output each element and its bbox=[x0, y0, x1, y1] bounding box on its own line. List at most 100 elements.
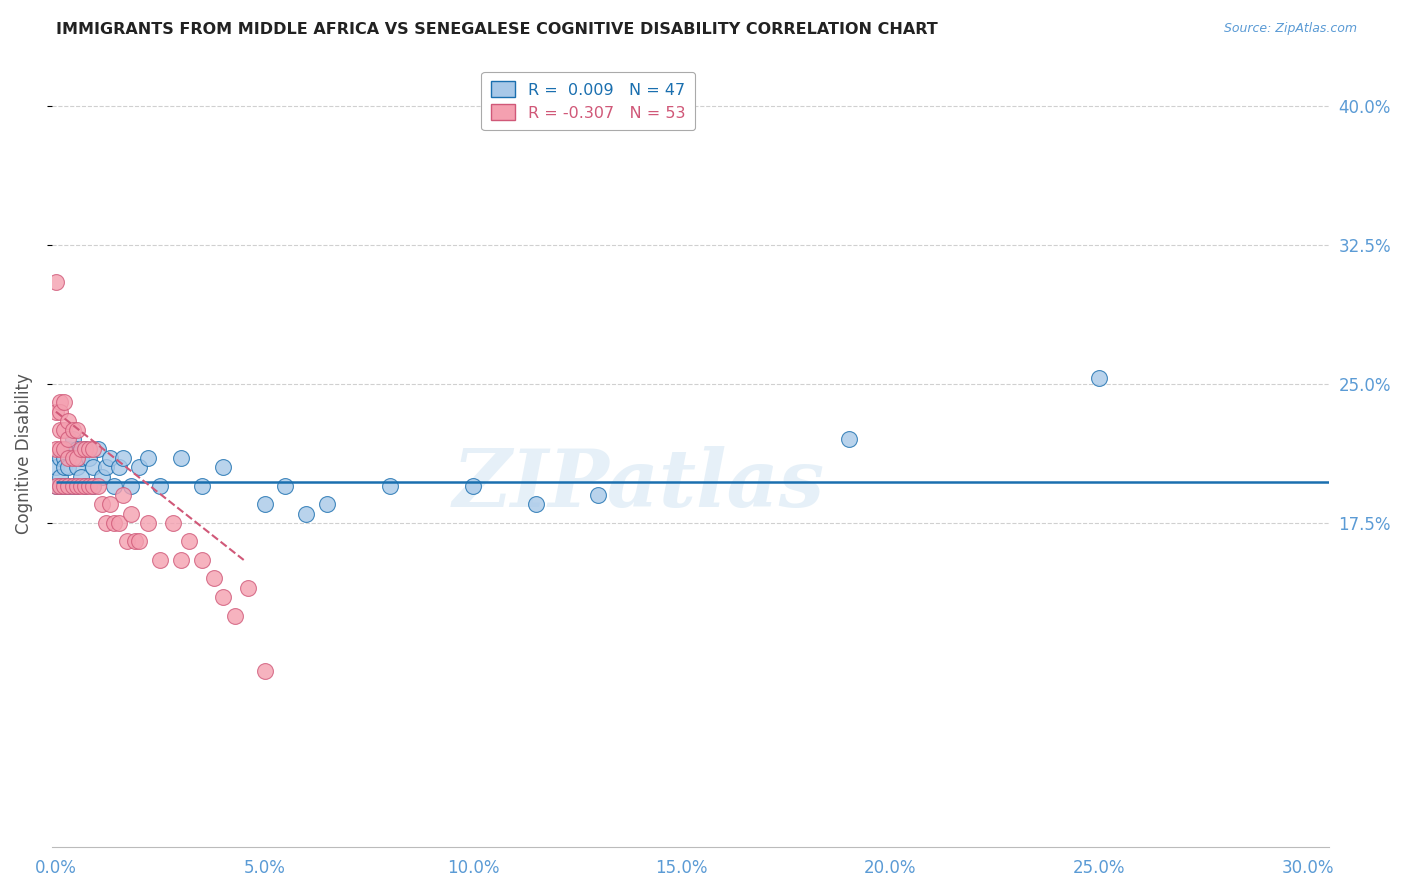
Point bbox=[149, 553, 172, 567]
Point bbox=[49, 405, 72, 419]
Point bbox=[49, 469, 72, 483]
Point bbox=[62, 479, 84, 493]
Point bbox=[58, 450, 80, 465]
Point bbox=[45, 442, 67, 456]
Point bbox=[66, 479, 89, 493]
Point bbox=[103, 516, 125, 530]
Point bbox=[66, 479, 89, 493]
Point bbox=[53, 450, 76, 465]
Point bbox=[588, 488, 610, 502]
Point bbox=[82, 479, 104, 493]
Point bbox=[90, 497, 112, 511]
Point bbox=[79, 442, 101, 456]
Point bbox=[253, 664, 276, 678]
Point bbox=[204, 572, 226, 586]
Point bbox=[1088, 371, 1111, 385]
Point bbox=[45, 479, 67, 493]
Point bbox=[316, 497, 339, 511]
Point bbox=[75, 442, 97, 456]
Point bbox=[124, 534, 146, 549]
Point bbox=[70, 450, 93, 465]
Point bbox=[66, 450, 89, 465]
Point bbox=[136, 516, 159, 530]
Point bbox=[82, 460, 104, 475]
Y-axis label: Cognitive Disability: Cognitive Disability bbox=[15, 373, 32, 533]
Point bbox=[79, 479, 101, 493]
Point bbox=[70, 479, 93, 493]
Point bbox=[136, 450, 159, 465]
Point bbox=[90, 469, 112, 483]
Point bbox=[179, 534, 201, 549]
Point bbox=[128, 460, 150, 475]
Point bbox=[58, 442, 80, 456]
Point bbox=[58, 460, 80, 475]
Point bbox=[103, 479, 125, 493]
Point bbox=[45, 275, 67, 289]
Point bbox=[253, 497, 276, 511]
Point bbox=[236, 581, 259, 595]
Point bbox=[58, 414, 80, 428]
Point bbox=[66, 442, 89, 456]
Point bbox=[107, 516, 129, 530]
Point bbox=[191, 553, 214, 567]
Point bbox=[98, 450, 121, 465]
Point bbox=[170, 450, 193, 465]
Point bbox=[79, 450, 101, 465]
Point bbox=[86, 442, 108, 456]
Point bbox=[58, 479, 80, 493]
Point bbox=[111, 488, 134, 502]
Legend: R =  0.009   N = 47, R = -0.307   N = 53: R = 0.009 N = 47, R = -0.307 N = 53 bbox=[481, 71, 695, 130]
Point bbox=[53, 479, 76, 493]
Point bbox=[107, 460, 129, 475]
Point bbox=[53, 442, 76, 456]
Point bbox=[75, 479, 97, 493]
Point bbox=[66, 423, 89, 437]
Point bbox=[94, 516, 117, 530]
Point bbox=[211, 460, 233, 475]
Point bbox=[62, 433, 84, 447]
Point bbox=[463, 479, 485, 493]
Point bbox=[115, 534, 138, 549]
Point bbox=[53, 423, 76, 437]
Point bbox=[49, 423, 72, 437]
Point bbox=[149, 479, 172, 493]
Point bbox=[58, 433, 80, 447]
Point bbox=[524, 497, 547, 511]
Point bbox=[120, 479, 142, 493]
Text: IMMIGRANTS FROM MIDDLE AFRICA VS SENEGALESE COGNITIVE DISABILITY CORRELATION CHA: IMMIGRANTS FROM MIDDLE AFRICA VS SENEGAL… bbox=[56, 22, 938, 37]
Point bbox=[53, 395, 76, 409]
Point bbox=[295, 507, 318, 521]
Point bbox=[49, 479, 72, 493]
Point bbox=[45, 479, 67, 493]
Point bbox=[62, 479, 84, 493]
Point bbox=[49, 395, 72, 409]
Point bbox=[86, 479, 108, 493]
Point bbox=[75, 442, 97, 456]
Text: Source: ZipAtlas.com: Source: ZipAtlas.com bbox=[1223, 22, 1357, 36]
Point bbox=[162, 516, 184, 530]
Point bbox=[170, 553, 193, 567]
Text: ZIPatlas: ZIPatlas bbox=[453, 446, 825, 524]
Point bbox=[45, 405, 67, 419]
Point bbox=[58, 479, 80, 493]
Point bbox=[66, 460, 89, 475]
Point bbox=[111, 450, 134, 465]
Point bbox=[838, 433, 860, 447]
Point bbox=[49, 442, 72, 456]
Point bbox=[70, 442, 93, 456]
Point bbox=[98, 497, 121, 511]
Point bbox=[94, 460, 117, 475]
Point bbox=[224, 608, 246, 623]
Point bbox=[82, 442, 104, 456]
Point bbox=[45, 460, 67, 475]
Point bbox=[62, 450, 84, 465]
Point bbox=[378, 479, 401, 493]
Point bbox=[70, 469, 93, 483]
Point bbox=[75, 479, 97, 493]
Point bbox=[120, 507, 142, 521]
Point bbox=[53, 479, 76, 493]
Point bbox=[274, 479, 297, 493]
Point bbox=[128, 534, 150, 549]
Point bbox=[82, 479, 104, 493]
Point bbox=[53, 460, 76, 475]
